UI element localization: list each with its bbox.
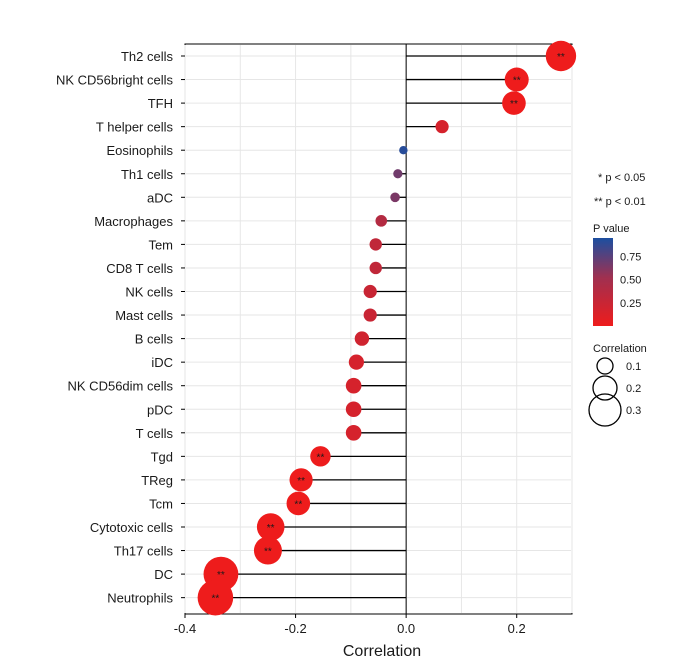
point xyxy=(345,425,362,441)
points xyxy=(197,40,577,616)
legend: * p < 0.05 ** p < 0.01 P value 0.750.500… xyxy=(588,172,647,427)
x-tick-label: 0.2 xyxy=(508,621,526,636)
y-tick-label: NK CD56bright cells xyxy=(56,73,174,88)
significance-label: ** xyxy=(294,499,302,510)
point xyxy=(363,284,377,299)
y-tick-label: Cytotoxic cells xyxy=(90,520,174,535)
size-legend-circle xyxy=(588,393,622,427)
y-tick-label: Th17 cells xyxy=(114,544,174,559)
significance-label: ** xyxy=(212,594,220,605)
pvalue-colorbar xyxy=(593,238,613,326)
size-legend-label: 0.3 xyxy=(626,405,641,417)
size-legend-label: 0.1 xyxy=(626,361,641,373)
x-axis-ticks xyxy=(184,614,518,618)
y-tick-label: CD8 T cells xyxy=(106,261,173,276)
point xyxy=(504,67,529,92)
point xyxy=(310,446,331,467)
x-axis-title: Correlation xyxy=(343,643,421,660)
y-tick-label: Macrophages xyxy=(94,214,173,229)
significance-label: ** xyxy=(557,52,565,63)
size-legend-circle xyxy=(592,375,618,401)
point xyxy=(369,238,382,251)
colorbar-tick-label: 0.75 xyxy=(620,252,641,264)
y-tick-label: TFH xyxy=(148,96,173,111)
point xyxy=(197,579,234,616)
y-tick-label: aDC xyxy=(147,190,173,205)
point xyxy=(393,169,403,179)
y-tick-label: TReg xyxy=(141,473,173,488)
significance-label: ** xyxy=(513,76,521,87)
point xyxy=(502,91,526,115)
x-tick-label: 0.0 xyxy=(397,621,415,636)
significance-labels: ** ** ** ** ** ** ** ** ** ** xyxy=(212,52,565,605)
y-tick-label: Neutrophils xyxy=(107,591,173,606)
x-axis-tick-labels: -0.4 -0.2 0.0 0.2 xyxy=(174,621,526,636)
point xyxy=(363,308,377,322)
x-tick-label: -0.4 xyxy=(174,621,196,636)
significance-label: ** xyxy=(267,523,275,534)
significance-label: ** xyxy=(510,99,518,110)
plot-panel xyxy=(184,43,573,615)
x-tick-label: -0.2 xyxy=(284,621,306,636)
size-legend-label: 0.2 xyxy=(626,383,641,395)
point xyxy=(545,40,577,72)
point xyxy=(345,377,362,394)
y-tick-label: NK CD56dim cells xyxy=(68,379,174,394)
point xyxy=(253,536,282,565)
y-tick-label: Eosinophils xyxy=(107,143,174,158)
significance-label: ** xyxy=(217,570,225,581)
y-axis-ticks xyxy=(181,55,185,599)
point xyxy=(435,120,449,134)
y-tick-label: T cells xyxy=(136,426,174,441)
point xyxy=(369,261,382,275)
size-legend-items: 0.1 0.2 0.3 xyxy=(588,357,641,427)
y-tick-label: Th2 cells xyxy=(121,49,174,64)
y-tick-label: Tcm xyxy=(149,496,173,511)
legend-note-p05: * p < 0.05 xyxy=(598,172,645,184)
point xyxy=(390,192,400,203)
y-tick-label: Th1 cells xyxy=(121,167,174,182)
point xyxy=(289,468,313,492)
y-tick-label: pDC xyxy=(147,402,173,417)
y-tick-label: B cells xyxy=(135,332,174,347)
y-tick-label: Tgd xyxy=(151,449,173,464)
point xyxy=(348,354,364,370)
colorbar-tick-label: 0.50 xyxy=(620,275,641,287)
y-tick-label: iDC xyxy=(151,355,173,370)
y-tick-label: Mast cells xyxy=(115,308,173,323)
point xyxy=(375,215,388,227)
y-tick-label: T helper cells xyxy=(96,120,174,135)
point xyxy=(399,146,408,155)
y-tick-label: DC xyxy=(154,567,173,582)
y-axis-labels: Th2 cells NK CD56bright cells TFH T helper … xyxy=(56,49,174,606)
size-legend-title: Correlation xyxy=(593,343,647,355)
legend-note-p01: ** p < 0.01 xyxy=(594,196,646,208)
point xyxy=(354,331,370,346)
pvalue-colorbar-ticks: 0.75 0.50 0.25 xyxy=(613,252,641,310)
point xyxy=(286,491,311,516)
colorbar-tick-label: 0.25 xyxy=(620,298,641,310)
y-tick-label: NK cells xyxy=(125,285,173,300)
pvalue-legend-title: P value xyxy=(593,223,630,235)
significance-label: ** xyxy=(317,452,325,463)
size-legend-circle xyxy=(596,357,614,375)
significance-label: ** xyxy=(297,476,305,487)
y-tick-label: Tem xyxy=(148,237,173,252)
point xyxy=(345,401,362,418)
significance-label: ** xyxy=(264,547,272,558)
point xyxy=(256,513,285,541)
